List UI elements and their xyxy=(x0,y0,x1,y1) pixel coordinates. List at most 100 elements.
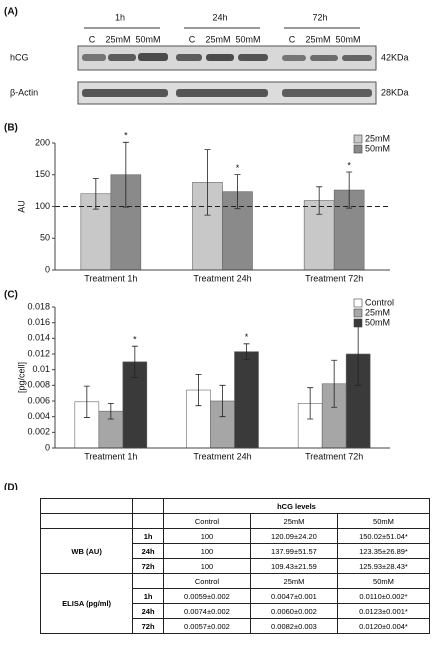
y-tick-label: 0.004 xyxy=(27,411,50,421)
table-cell: 0.0059±0.002 xyxy=(162,588,251,604)
significance: * xyxy=(245,332,249,342)
lane-label: C xyxy=(189,34,196,44)
panel-label: (D) xyxy=(4,483,18,490)
bands xyxy=(82,53,372,97)
table-row: 72h 0.0057±0.002 0.0082±0.003 0.0120±0.004* xyxy=(41,618,431,634)
y-axis-label: AU xyxy=(16,200,26,213)
y-axis-label: [pg/cell] xyxy=(16,362,26,393)
legend-swatch xyxy=(353,318,363,328)
table-cell: 24h xyxy=(132,543,164,559)
table-cell: 0.0082±0.003 xyxy=(249,618,338,634)
table-row: 24h 0.0074±0.002 0.0060±0.002 0.0123±0.001* xyxy=(41,603,431,619)
table-cell xyxy=(132,573,164,589)
error-bar xyxy=(122,141,129,208)
table-cell: 1h xyxy=(132,588,164,604)
legend-swatch xyxy=(353,298,363,308)
x-tick-label: Treatment 24h xyxy=(193,273,251,283)
x-tick-label: Treatment 24h xyxy=(193,451,251,461)
significance: * xyxy=(347,160,351,170)
table-cell: 0.0123±0.001* xyxy=(336,603,431,619)
table-row: ELISA (pg/ml) Control 25mM 50mM xyxy=(39,573,431,634)
y-tick-label: 0.002 xyxy=(27,427,50,437)
significance: * xyxy=(236,163,240,173)
error-bar xyxy=(219,384,226,418)
error-bar xyxy=(107,402,114,420)
lane-label: 50mM xyxy=(135,34,160,44)
legend-label: 25mM xyxy=(365,133,390,143)
panel-label: (A) xyxy=(4,7,18,18)
lane-label: C xyxy=(289,34,296,44)
table-cell: 0.0060±0.002 xyxy=(249,603,338,619)
x-tick-label: Treatment 72h xyxy=(305,451,363,461)
table-row: Control 25mM 50mM xyxy=(39,513,431,529)
y-tick-label: 0.018 xyxy=(27,301,50,311)
lane-label: 25mM xyxy=(305,34,330,44)
y-tick-label: 0.016 xyxy=(27,317,50,327)
y-tick-label: 0.008 xyxy=(27,380,50,390)
table-cell: 100 xyxy=(162,558,251,574)
x-tick-label: Treatment 72h xyxy=(305,273,363,283)
panel-label: (B) xyxy=(4,123,18,134)
table-row: 72h 100 109.43±21.59 125.93±28.43* xyxy=(41,558,431,574)
y-tick-label: 100 xyxy=(35,201,50,211)
table-cell: Control xyxy=(162,573,251,589)
table-cell: 0.0120±0.004* xyxy=(336,618,431,634)
table-cell xyxy=(39,498,134,514)
lane-label: 25mM xyxy=(205,34,230,44)
table-cell: 72h xyxy=(132,618,164,634)
size-label: 42KDa xyxy=(381,52,409,62)
y-tick-label: 0.014 xyxy=(27,333,50,343)
table-cell: 123.35±26.89* xyxy=(336,543,431,559)
y-tick-label: 150 xyxy=(35,169,50,179)
panel-label: (C) xyxy=(4,290,18,301)
bar xyxy=(222,191,253,271)
time-label: 72h xyxy=(312,12,327,22)
y-tick-label: 200 xyxy=(35,137,50,147)
table-cell: ELISA (pg/ml) xyxy=(39,573,134,634)
error-bar xyxy=(346,171,353,209)
row-label: hCG xyxy=(10,52,29,62)
y-tick-label: 50 xyxy=(40,233,50,243)
error-bar xyxy=(83,385,90,418)
lane-label: 25mM xyxy=(105,34,130,44)
table-cell: 120.09±24.20 xyxy=(249,528,338,544)
table-cell: 100 xyxy=(162,528,251,544)
legend-swatch xyxy=(353,134,363,144)
table-cell: 0.0057±0.002 xyxy=(162,618,251,634)
table-cell: 0.0110±0.002* xyxy=(336,588,431,604)
error-bar xyxy=(131,345,138,378)
table-cell: 25mM xyxy=(249,573,338,589)
legend-swatch xyxy=(353,308,363,318)
table-row: 1h 0.0059±0.002 0.0047±0.001 0.0110±0.002* xyxy=(41,588,431,604)
lane-label: 50mM xyxy=(335,34,360,44)
table-cell: 0.0074±0.002 xyxy=(162,603,251,619)
size-label: 28KDa xyxy=(381,87,409,97)
table-cell: 50mM xyxy=(336,573,431,589)
legend-label: 50mM xyxy=(365,143,390,153)
table-cell: WB (AU) xyxy=(39,528,134,574)
legend-label: 50mM xyxy=(365,317,390,327)
table-row: WB (AU) 1h 100 120.09±24.20 150.02±51.04* xyxy=(39,528,431,574)
table-row: 24h 100 137.99±51.57 123.35±26.89* xyxy=(41,543,431,559)
table-cell xyxy=(132,513,164,529)
table-cell: 125.93±28.43* xyxy=(336,558,431,574)
row-label: β-Actin xyxy=(10,87,38,97)
x-tick-label: Treatment 1h xyxy=(84,451,137,461)
y-tick-label: 0.01 xyxy=(32,364,50,374)
table-row: hCG levels xyxy=(39,498,431,514)
error-bar xyxy=(195,373,202,407)
error-bar xyxy=(234,174,241,210)
bar xyxy=(234,351,259,449)
table-cell xyxy=(132,498,164,514)
table-cell: 150.02±51.04* xyxy=(336,528,431,544)
y-tick-label: 0 xyxy=(45,264,50,274)
table-cell: 137.99±51.57 xyxy=(249,543,338,559)
legend-swatch xyxy=(353,144,363,154)
y-tick-label: 0.012 xyxy=(27,348,50,358)
error-bar xyxy=(307,387,314,420)
lane-label: C xyxy=(89,34,96,44)
results-table: hCG levels Control 25mM 50mM WB (AU) 1h 100 120… xyxy=(39,498,431,634)
table-cell: 0.0047±0.001 xyxy=(249,588,338,604)
